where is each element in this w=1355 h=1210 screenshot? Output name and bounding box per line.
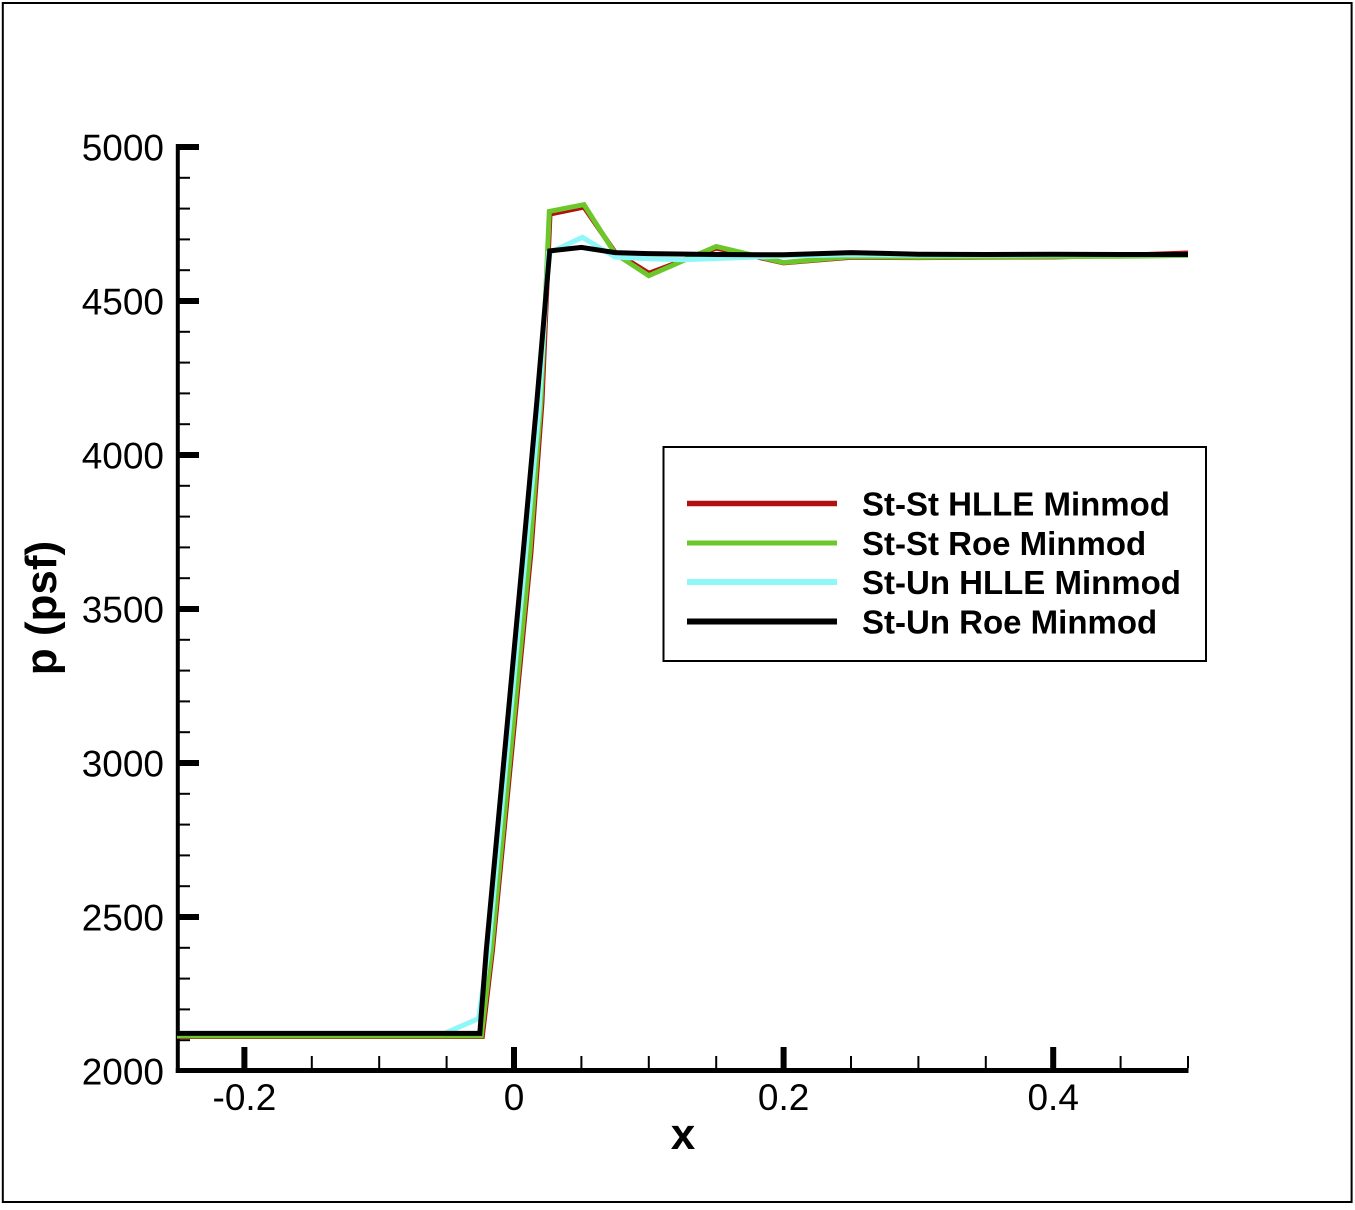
- svg-text:4000: 4000: [82, 436, 164, 477]
- svg-text:p (psf): p (psf): [17, 541, 66, 675]
- svg-text:St-Un HLLE Minmod: St-Un HLLE Minmod: [862, 564, 1181, 601]
- svg-text:2000: 2000: [82, 1052, 164, 1093]
- svg-text:0.4: 0.4: [1027, 1077, 1078, 1118]
- svg-text:3500: 3500: [82, 590, 164, 631]
- svg-text:4500: 4500: [82, 282, 164, 323]
- svg-text:3000: 3000: [82, 744, 164, 785]
- svg-text:St-St HLLE Minmod: St-St HLLE Minmod: [862, 486, 1170, 523]
- svg-text:0.2: 0.2: [758, 1077, 809, 1118]
- svg-text:5000: 5000: [82, 128, 164, 169]
- svg-text:-0.2: -0.2: [213, 1077, 277, 1118]
- svg-text:0: 0: [504, 1077, 525, 1118]
- svg-text:x: x: [671, 1110, 696, 1159]
- svg-text:St-Un Roe Minmod: St-Un Roe Minmod: [862, 604, 1157, 641]
- svg-text:2500: 2500: [82, 898, 164, 939]
- svg-text:St-St Roe Minmod: St-St Roe Minmod: [862, 525, 1146, 562]
